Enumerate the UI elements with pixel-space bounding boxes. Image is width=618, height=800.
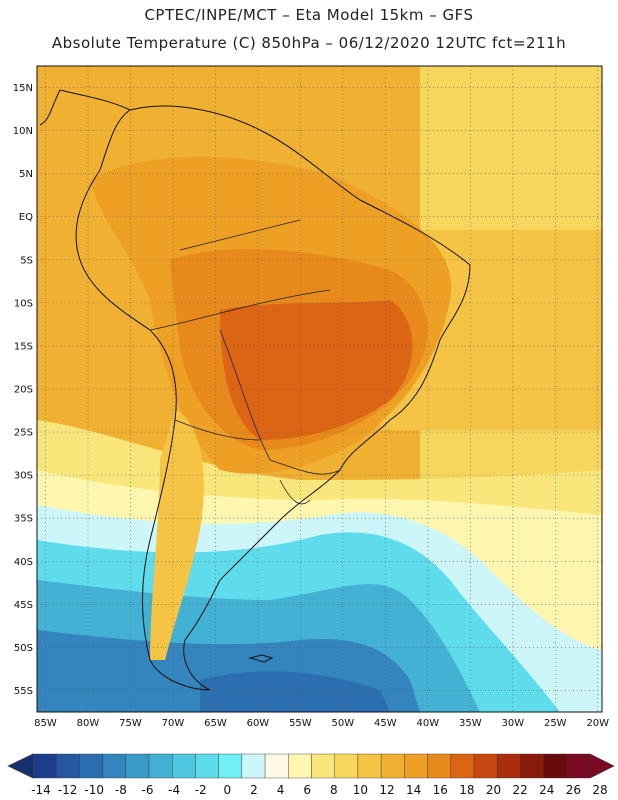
colorbar-swatch (102, 753, 127, 779)
colorbar-swatch (520, 753, 544, 779)
colorbar-tick-label: 0 (224, 783, 232, 797)
colorbar-tick-label: 2 (250, 783, 258, 797)
lon-tick-label: 20W (586, 718, 609, 729)
lat-tick-label: 5S (20, 255, 33, 266)
colorbar-tick-label: -4 (168, 783, 180, 797)
falkland-islands (248, 654, 274, 663)
lat-tick-label: 45S (14, 600, 33, 611)
colorbar-tick-label: 18 (459, 783, 474, 797)
lon-tick-label: 80W (77, 718, 100, 729)
lat-tick-label: 10N (13, 126, 33, 137)
colorbar-swatch (56, 753, 80, 779)
lon-tick-label: 35W (459, 718, 482, 729)
colorbar-swatch (380, 753, 405, 779)
colorbar-swatch (172, 753, 196, 779)
latitude-labels: 15N 10N 5N EQ 5S 10S 15S 20S 25S 30S 35S 40S 45S 50S 5… (13, 83, 33, 697)
lon-tick-label: 30W (501, 718, 524, 729)
lat-tick-label: 15S (14, 341, 33, 352)
colorbar-swatch (311, 753, 335, 779)
lon-tick-label: 85W (34, 718, 57, 729)
lat-tick-label: 15N (13, 83, 33, 94)
colorbar-tick-label: 8 (330, 783, 338, 797)
colorbar-swatch (357, 753, 382, 779)
colorbar-swatch (404, 753, 428, 779)
lon-tick-label: 50W (332, 718, 355, 729)
colorbar-swatch (125, 753, 150, 779)
colorbar-tick-label: 12 (379, 783, 394, 797)
lat-tick-label: 55S (14, 686, 33, 697)
colorbar-swatch (218, 753, 243, 779)
colorbar-tick-label: -8 (115, 783, 127, 797)
colorbar-tick-label: -12 (58, 783, 78, 797)
colorbar-over-triangle (589, 753, 615, 779)
lat-tick-label: 25S (14, 428, 33, 439)
colorbar-swatch (148, 753, 173, 779)
colorbar-swatch (427, 753, 451, 779)
colorbar-swatch (32, 753, 57, 779)
colorbar-swatch (566, 753, 591, 779)
colorbar-under-triangle (7, 753, 34, 779)
map-subtitle: Absolute Temperature (C) 850hPa – 06/12/… (51, 34, 567, 52)
colorbar-swatch (288, 753, 312, 779)
colorbar-swatch (79, 753, 103, 779)
lon-tick-label: 25W (544, 718, 567, 729)
lon-tick-label: 60W (247, 718, 270, 729)
colorbar-tick-label: -14 (31, 783, 51, 797)
colorbar-tick-label: 10 (353, 783, 368, 797)
lon-tick-label: 55W (289, 718, 312, 729)
lon-tick-label: 75W (119, 718, 142, 729)
lon-tick-label: 40W (417, 718, 440, 729)
colorbar-swatch (450, 753, 475, 779)
colorbar-swatch (195, 753, 219, 779)
longitude-labels: 85W 80W 75W 70W 65W 60W 55W 50W 45W 40W 35W 30W 25W 2… (34, 718, 609, 729)
colorbar (7, 753, 615, 779)
colorbar-tick-label: 22 (513, 783, 528, 797)
colorbar-swatch (241, 753, 266, 779)
map-title: CPTEC/INPE/MCT – Eta Model 15km – GFS (144, 6, 474, 24)
lat-tick-label: 5N (19, 169, 33, 180)
lat-tick-label: 20S (14, 385, 33, 396)
colorbar-labels: -14 -12 -10 -8 -6 -4 -2 0 2 4 6 8 10 12 14 16 18 20 22 24 26… (31, 783, 607, 797)
lon-tick-label: 70W (162, 718, 185, 729)
colorbar-tick-label: 16 (433, 783, 448, 797)
map-frame (36, 65, 603, 713)
colorbar-swatch (264, 753, 289, 779)
colorbar-tick-label: -2 (195, 783, 207, 797)
colorbar-tick-label: 20 (486, 783, 501, 797)
colorbar-swatch (473, 753, 498, 779)
colorbar-tick-label: 14 (406, 783, 421, 797)
colorbar-swatch (496, 753, 521, 779)
lat-tick-label: 30S (14, 471, 33, 482)
colorbar-tick-label: -10 (84, 783, 104, 797)
lon-tick-label: 45W (374, 718, 397, 729)
colorbar-tick-label: 4 (277, 783, 285, 797)
coastline (39, 89, 471, 691)
colorbar-tick-label: 28 (592, 783, 607, 797)
lat-tick-label: 40S (14, 557, 33, 568)
colorbar-tick-label: 6 (303, 783, 311, 797)
lat-tick-label: 35S (14, 514, 33, 525)
colorbar-tick-label: 26 (566, 783, 581, 797)
colorbar-swatch (543, 753, 567, 779)
colorbar-tick-label: 24 (539, 783, 554, 797)
colorbar-swatch (334, 753, 359, 779)
colorbar-tick-label: -6 (141, 783, 153, 797)
temperature-field (37, 66, 602, 712)
lon-tick-label: 65W (204, 718, 227, 729)
lat-tick-label: EQ (19, 212, 33, 223)
lat-tick-label: 50S (14, 643, 33, 654)
country-borders (149, 219, 341, 505)
lat-tick-label: 10S (14, 298, 33, 309)
